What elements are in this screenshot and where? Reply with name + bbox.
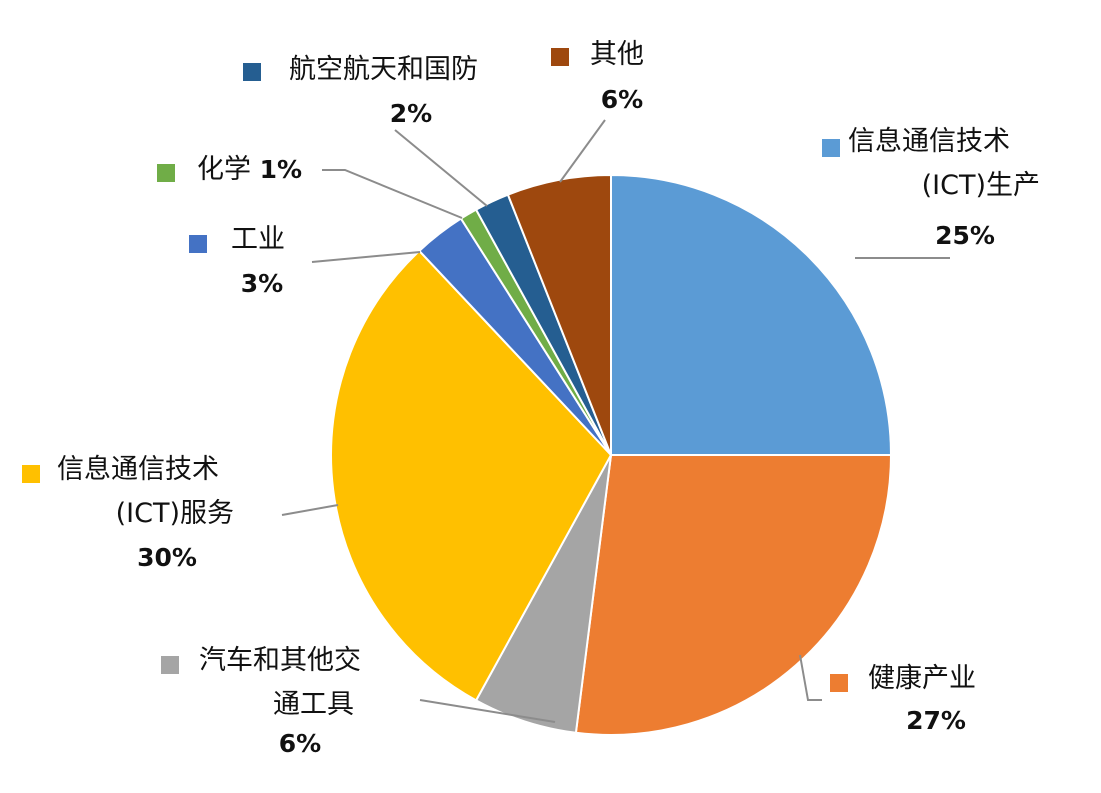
legend-swatch-6 — [243, 63, 261, 81]
leader-line-5 — [322, 169, 463, 219]
pie-slice-0 — [610, 173, 893, 456]
slice-label-5-line-0: 化学 1% — [197, 154, 302, 185]
pie-slices — [330, 173, 893, 736]
leader-line-7 — [559, 119, 606, 183]
pie-slice-7 — [506, 173, 612, 456]
slice-label-3-line-0: 信息通信技术 — [57, 454, 219, 485]
slice-label-2-line-1: 通工具 — [273, 689, 354, 720]
leader-line-1 — [799, 654, 822, 701]
legend-swatch-4 — [189, 235, 207, 253]
legend-swatch-7 — [551, 48, 569, 66]
leader-lines — [281, 119, 950, 723]
slice-value-5: 1% — [260, 155, 302, 184]
slice-label-3-line-1: (ICT)服务 — [116, 498, 234, 529]
legend-swatch-5 — [157, 164, 175, 182]
slice-label-1-line-0: 健康产业 — [868, 663, 976, 694]
slice-value-4: 3% — [241, 269, 283, 298]
slice-label-6-line-0: 航空航天和国防 — [289, 54, 478, 85]
slice-value-2: 6% — [279, 729, 321, 758]
legend-swatch-2 — [161, 656, 179, 674]
slice-value-3: 30% — [137, 543, 197, 572]
slice-value-7: 6% — [601, 85, 643, 114]
pie-slice-3 — [330, 249, 613, 702]
slice-label-2-line-0: 汽车和其他交 — [199, 645, 361, 676]
slice-label-0-line-0: 信息通信技术 — [848, 126, 1010, 157]
leader-line-2 — [419, 699, 556, 723]
leader-line-3 — [281, 504, 339, 516]
legend-swatch-3 — [22, 465, 40, 483]
slice-value-6: 2% — [390, 99, 432, 128]
slice-label-7-line-0: 其他 — [590, 39, 644, 70]
legend-swatch-0 — [822, 139, 840, 157]
slice-value-1: 27% — [906, 706, 966, 735]
leader-line-4 — [311, 251, 421, 263]
slice-value-0: 25% — [935, 221, 995, 250]
slice-label-0-line-1: (ICT)生产 — [922, 170, 1040, 201]
slice-label-4-line-0: 工业 — [231, 224, 285, 255]
pie-slice-1 — [574, 454, 893, 736]
leader-line-6 — [394, 129, 488, 207]
legend-swatch-1 — [830, 674, 848, 692]
